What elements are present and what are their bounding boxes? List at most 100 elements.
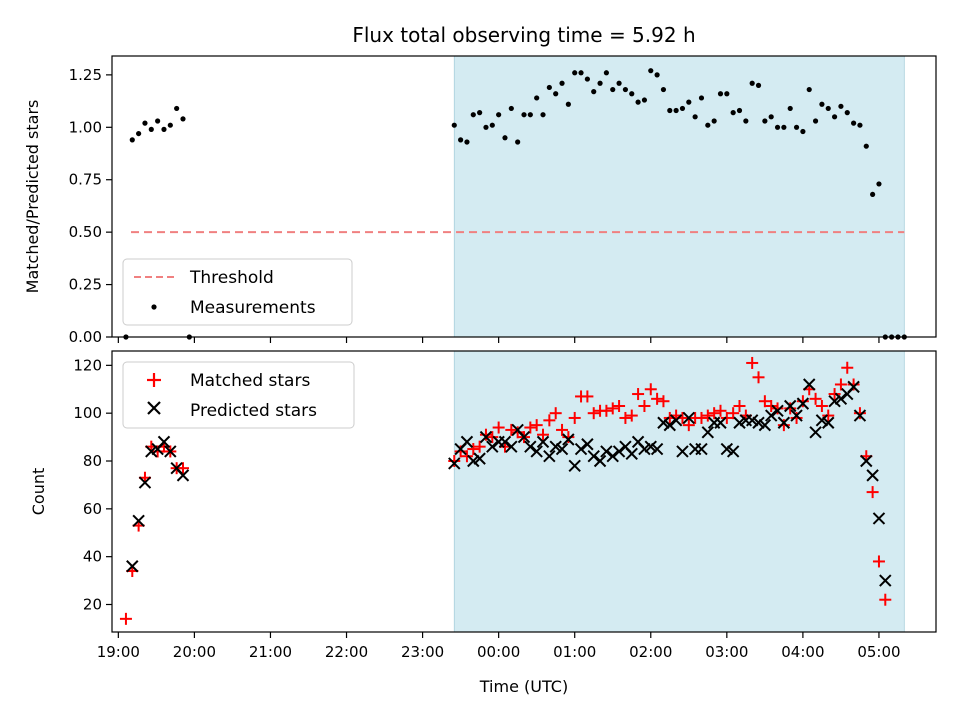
matched-star-point (765, 400, 778, 413)
predicted-star-point (606, 450, 619, 463)
measurement-point (844, 110, 850, 116)
top-y-tick-label: 0.25 (69, 276, 102, 294)
predicted-star-point (860, 454, 873, 468)
predicted-star-point (517, 430, 531, 444)
x-tick-label: 03:00 (705, 643, 748, 661)
top-plot-frame (111, 55, 937, 338)
matched-star-point (866, 486, 879, 499)
measurement-point (806, 86, 812, 93)
predicted-star-point (726, 445, 740, 458)
measurement-point (572, 70, 578, 76)
matched-star-point (530, 419, 543, 432)
predicted-star-point (872, 512, 886, 525)
measurement-point (508, 105, 514, 112)
measurement-point (464, 139, 470, 145)
predicted-star-point (164, 445, 177, 458)
legend-threshold-label: Threshold (189, 268, 274, 288)
measurement-point (762, 118, 768, 124)
measurement-point (622, 86, 629, 93)
measurement-point (819, 101, 825, 107)
predicted-star-point (847, 380, 860, 394)
measurement-point (857, 122, 863, 128)
bottom-y-axis-label: Count (29, 468, 48, 516)
matched-star-point (543, 414, 556, 427)
measurement-point (838, 103, 844, 109)
matched-star-point (638, 400, 651, 413)
measurement-point (641, 97, 648, 103)
predicted-star-point (784, 399, 797, 413)
matched-star-point (701, 409, 714, 422)
matched-star-point (733, 400, 746, 413)
matched-star-point (176, 462, 189, 475)
measurement-point (755, 82, 762, 88)
matched-star-point (815, 400, 828, 413)
predicted-star-point (663, 418, 676, 432)
matched-star-point (809, 392, 822, 405)
top-panel: 0.00 0.25 0.50 0.75 1.00 1.25 Flux total obse… (23, 23, 937, 346)
predicted-star-point (771, 404, 784, 417)
measurement-point (876, 181, 882, 187)
predicted-star-point (701, 426, 715, 439)
matched-star-point (467, 443, 480, 456)
top-legend-box (122, 258, 353, 326)
measurement-point (521, 112, 527, 118)
predicted-star-point (486, 440, 499, 453)
predicted-star-point (650, 442, 664, 456)
x-tick-label: 00:00 (477, 643, 520, 661)
measurement-point (825, 105, 831, 112)
measurement-point (743, 118, 749, 124)
matched-star-point (486, 431, 499, 444)
predicted-star-point (555, 442, 569, 456)
matched-star-point (879, 593, 892, 606)
matched-star-point (796, 395, 809, 408)
predicted-star-point (479, 430, 493, 444)
matched-star-point (790, 411, 803, 424)
bottom-y-tick-label: 20 (83, 595, 102, 613)
measurement-point (870, 191, 876, 198)
top-chart-title: Flux total observing time = 5.92 h (352, 23, 695, 47)
top-measurement-points (123, 68, 907, 340)
x-tick-label: 20:00 (173, 643, 216, 661)
matched-star-point (682, 419, 695, 432)
top-legend: Threshold Measurements (122, 258, 353, 326)
measurement-point (667, 107, 673, 114)
measurement-point (180, 116, 186, 122)
measurement-point (610, 86, 616, 93)
measurement-point (793, 124, 800, 130)
measurement-point (167, 122, 173, 128)
predicted-star-point (530, 445, 543, 458)
measurement-point (781, 124, 787, 130)
top-y-tick-label: 1.25 (69, 66, 102, 84)
legend-measurements-label: Measurements (190, 298, 316, 318)
measurement-point (800, 128, 806, 135)
predicted-star-point (574, 442, 588, 456)
bottom-x-ticks: 19:00 20:00 21:00 22:00 23:00 00:00 01:00 02:00… (97, 632, 901, 661)
matched-star-point (841, 361, 854, 374)
top-observing-window-shade (453, 55, 905, 338)
x-tick-label: 21:00 (249, 643, 292, 661)
measurement-point (629, 91, 635, 97)
predicted-star-point (834, 392, 848, 406)
measurement-point (648, 68, 654, 74)
predicted-star-point (669, 414, 683, 427)
matched-star-point (454, 445, 467, 458)
measurement-point (679, 105, 686, 112)
bottom-legend-box (122, 361, 355, 429)
x-tick-label: 01:00 (553, 643, 596, 661)
predicted-star-point (682, 411, 696, 425)
bottom-legend: Matched stars Predicted stars (122, 361, 355, 429)
predicted-star-point (758, 418, 772, 432)
predicted-star-point (562, 433, 575, 446)
matched-star-point (562, 431, 575, 444)
predicted-star-point (448, 457, 461, 470)
measurement-point (736, 107, 743, 114)
predicted-star-point (536, 435, 550, 449)
measurement-point (489, 122, 495, 128)
matched-star-point (746, 356, 759, 369)
bottom-y-tick-label: 100 (73, 404, 102, 422)
measurement-point (730, 110, 736, 116)
matched-star-point (119, 612, 132, 625)
predicted-star-point (809, 426, 822, 439)
measurement-point (787, 105, 793, 112)
matched-star-point (568, 411, 581, 424)
